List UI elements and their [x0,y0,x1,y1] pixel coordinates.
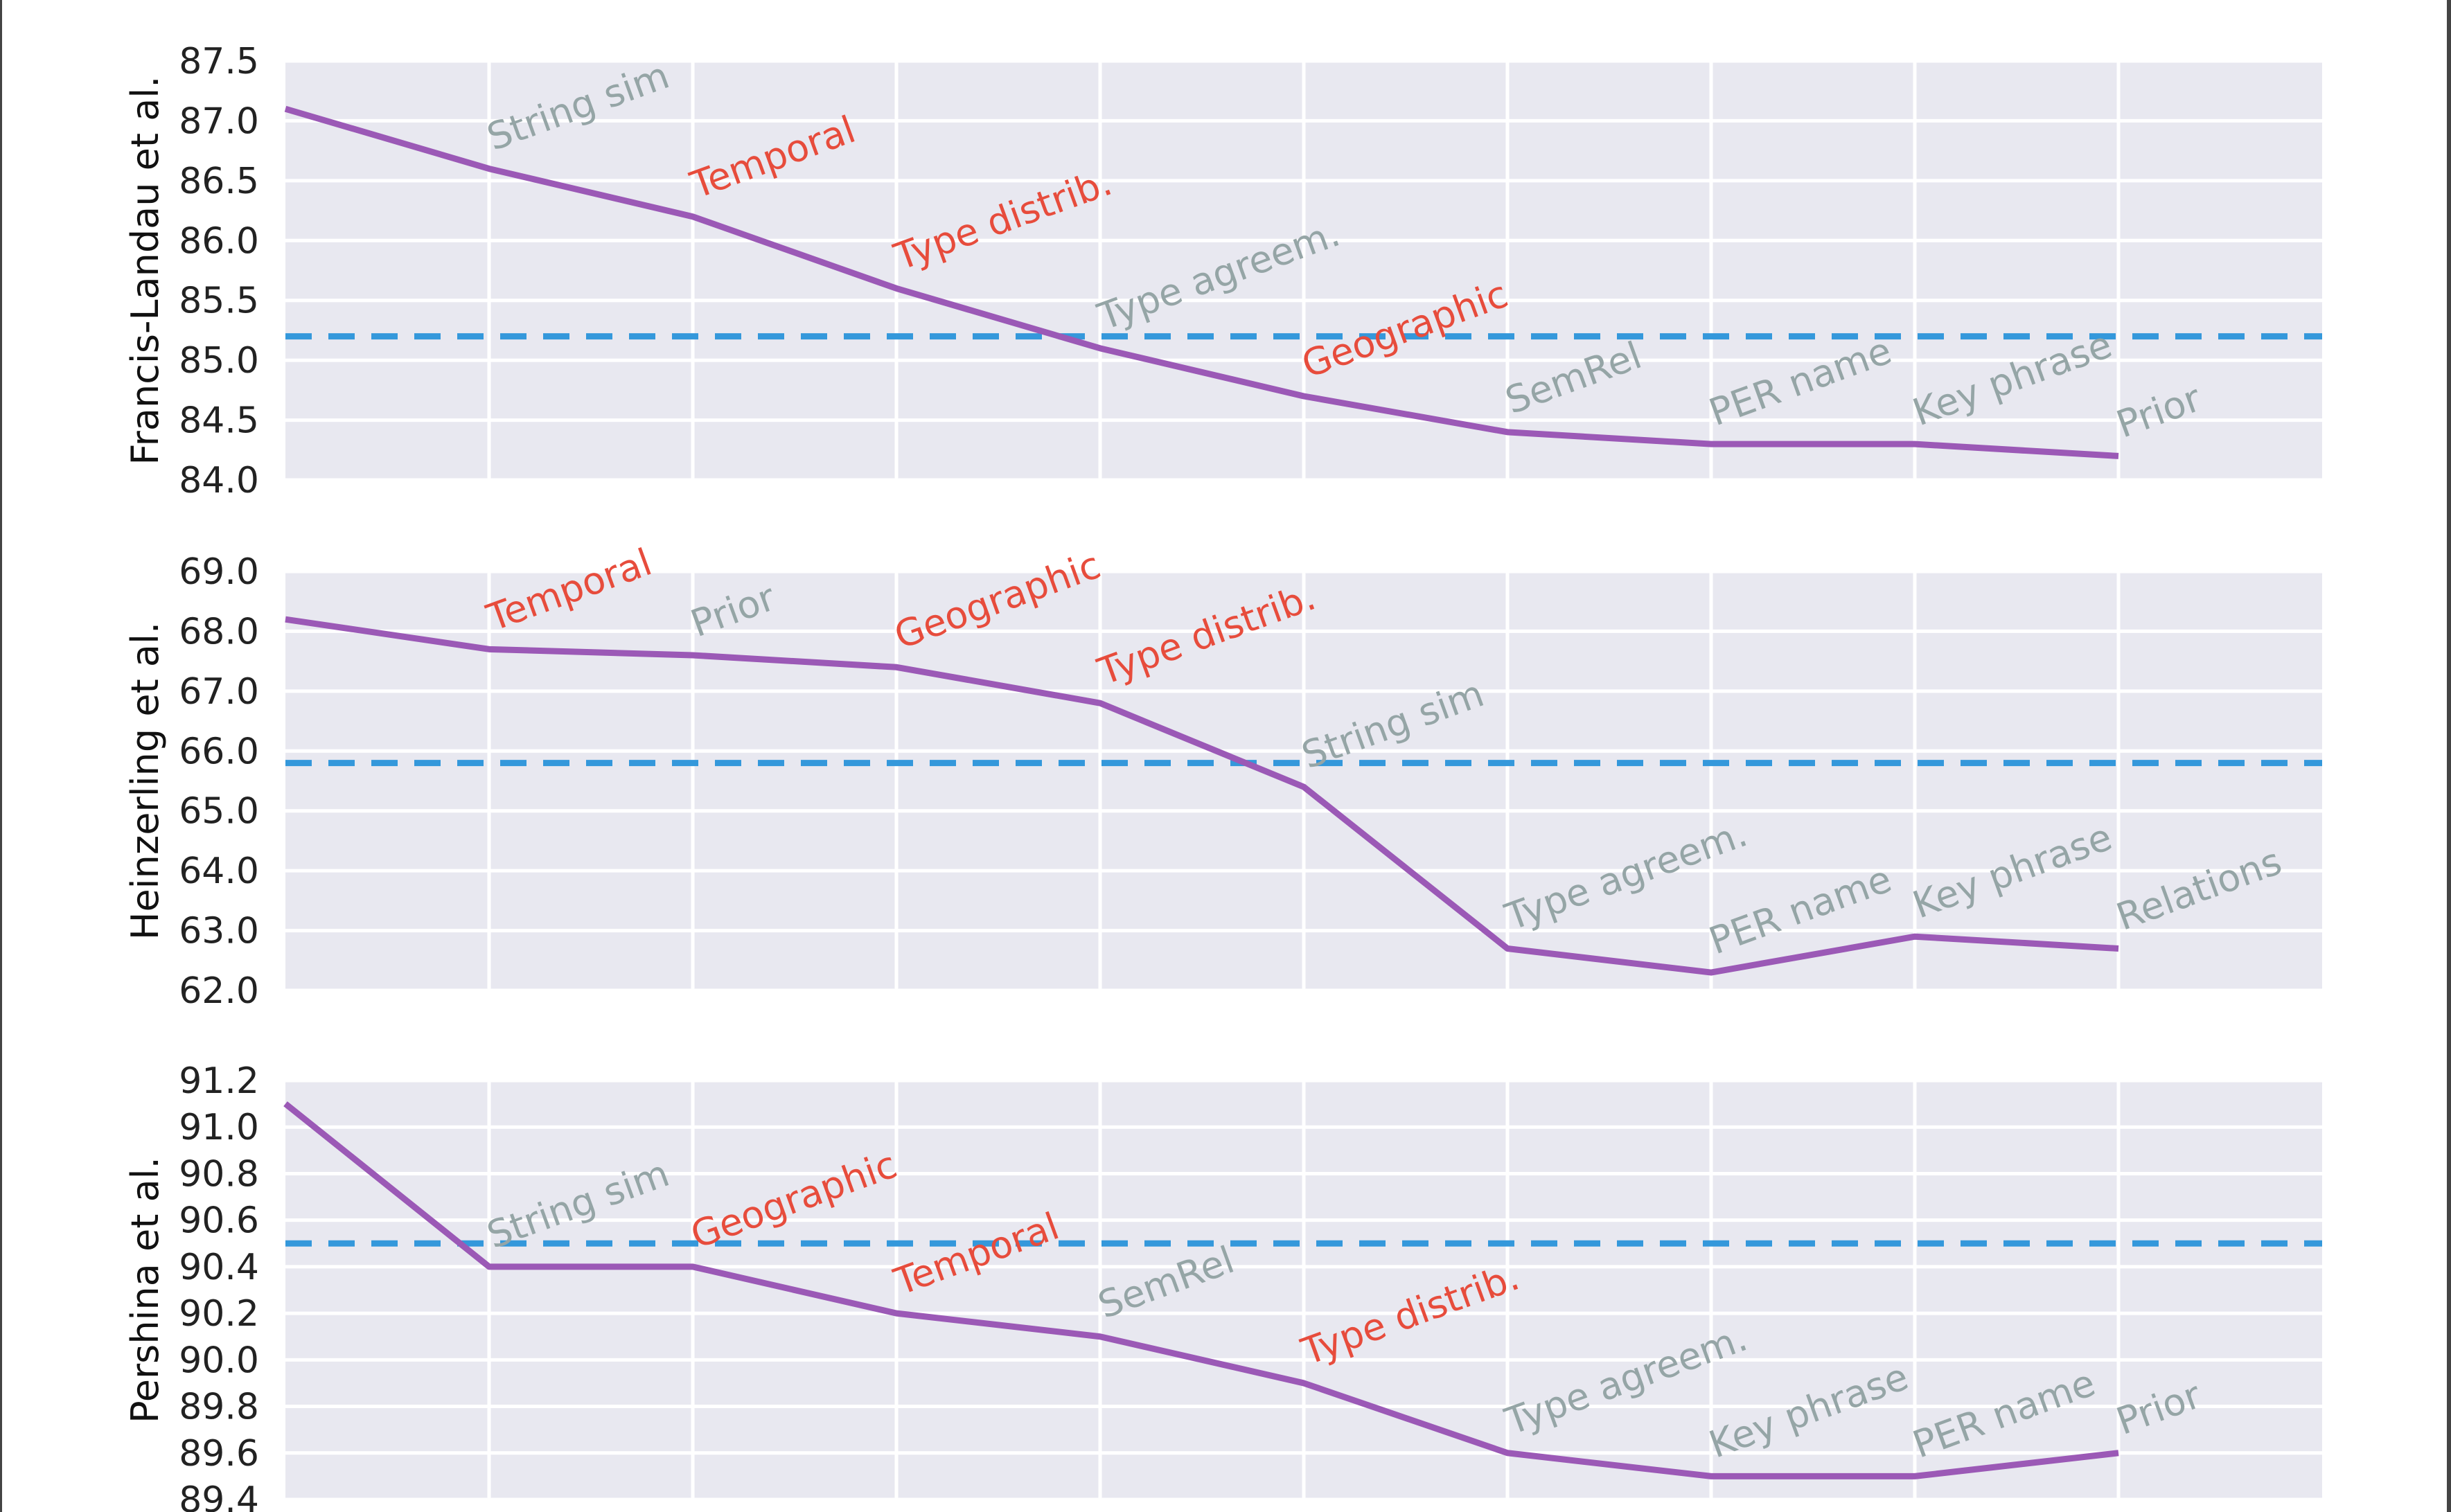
y-tick-label: 89.8 [179,1387,259,1428]
y-tick-label: 90.4 [179,1247,259,1288]
y-tick-label: 67.0 [179,671,259,713]
panel-3: 89.4 89.6 89.8 90.0 90.2 90.4 90.6 90.8 91.0 91.2… [123,1060,2322,1512]
series-line [285,616,2119,976]
panel-1: 84.0 84.5 85.0 85.5 86.0 86.5 87.0 87.5 Francis-… [123,41,2322,501]
panel-2: 62.0 63.0 64.0 65.0 66.0 67.0 68.0 69.0 Heinzerl… [123,540,2322,1012]
y-axis-label: Francis-Landau et al. [123,76,167,465]
series-line [284,105,2119,459]
y-tick-label: 69.0 [179,551,259,593]
y-tick-label: 87.0 [179,100,259,142]
y-tick-label: 91.0 [179,1107,259,1148]
y-tick-label: 62.0 [179,970,259,1012]
y-tick-label: 65.0 [179,791,259,833]
y-tick-label: 86.5 [179,161,259,202]
series-line [283,1101,2119,1479]
y-axis-label: Heinzerling et al. [123,622,167,940]
y-tick-label: 86.0 [179,220,259,262]
y-tick-label: 64.0 [179,851,259,892]
y-tick-label: 90.8 [179,1153,259,1195]
y-tick-label: 63.0 [179,911,259,952]
y-tick-label: 87.5 [179,41,259,82]
y-tick-label: 85.0 [179,340,259,382]
y-tick-label: 84.0 [179,460,259,501]
y-tick-label: 90.6 [179,1200,259,1242]
y-tick-label: 91.2 [179,1060,259,1102]
y-tick-label: 89.6 [179,1433,259,1475]
y-tick-label: 90.2 [179,1293,259,1335]
y-tick-label: 89.4 [179,1479,259,1512]
y-tick-label: 85.5 [179,281,259,322]
y-tick-label: 90.0 [179,1340,259,1381]
y-tick-label: 68.0 [179,611,259,652]
y-tick-label: 84.5 [179,400,259,442]
y-tick-label: 66.0 [179,731,259,772]
y-axis-label: Pershina et al. [123,1157,167,1423]
